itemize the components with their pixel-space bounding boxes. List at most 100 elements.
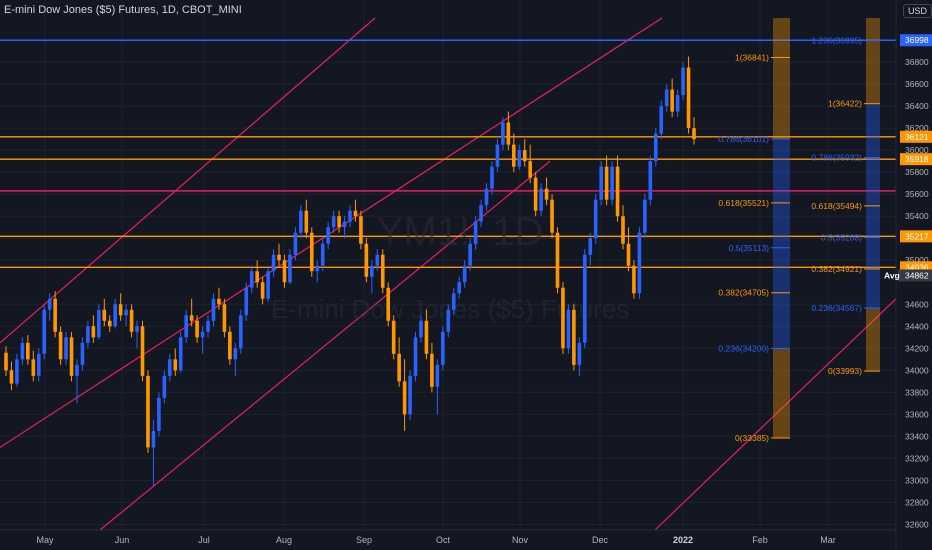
candle-body bbox=[162, 375, 167, 398]
candle-body bbox=[621, 216, 625, 244]
candle-body bbox=[91, 326, 96, 338]
candle-body bbox=[271, 254, 276, 272]
candle-body bbox=[178, 337, 183, 371]
price-label: 36121 bbox=[905, 132, 929, 142]
candle-body bbox=[468, 243, 472, 266]
x-tick-label: Nov bbox=[512, 535, 529, 545]
candle-body bbox=[364, 243, 369, 277]
candle-body bbox=[566, 309, 571, 349]
fib-label: 0(33993) bbox=[828, 366, 862, 376]
currency-button[interactable]: USD bbox=[903, 4, 932, 18]
candle-body bbox=[539, 188, 543, 211]
candle-body bbox=[380, 254, 385, 288]
x-tick-label: Aug bbox=[276, 535, 292, 545]
fib-label: 1.236(36995) bbox=[811, 36, 862, 46]
candle-body bbox=[249, 271, 254, 288]
candle-body bbox=[293, 232, 298, 255]
candle-body bbox=[64, 337, 68, 360]
candle-body bbox=[664, 89, 669, 107]
candle-body bbox=[9, 370, 14, 384]
channel-line-upper bbox=[0, 17, 376, 344]
candle-body bbox=[217, 298, 221, 305]
fib-label: 0(33385) bbox=[735, 433, 769, 443]
price-axis[interactable]: 32600 32800 33000 33200 33400 33600 33800 34000… bbox=[884, 0, 932, 550]
candle-body bbox=[151, 430, 156, 448]
candle-body bbox=[462, 265, 467, 283]
candle-body bbox=[522, 150, 527, 162]
candle-body bbox=[135, 326, 139, 332]
candle-body bbox=[692, 128, 696, 140]
candle-body bbox=[653, 133, 658, 162]
price-label-bg bbox=[900, 153, 932, 166]
candle-body bbox=[222, 304, 227, 332]
candle-body bbox=[473, 221, 478, 244]
chart-title: E-mini Dow Jones ($5) Futures, 1D, CBOT_… bbox=[4, 4, 242, 16]
y-tick-label: 33600 bbox=[905, 409, 929, 419]
x-tick-label: Sep bbox=[356, 535, 372, 545]
candle-body bbox=[359, 216, 363, 244]
price-label-bg bbox=[900, 130, 932, 143]
y-tick-label: 34600 bbox=[905, 299, 929, 309]
candle-body bbox=[31, 359, 36, 376]
candle-body bbox=[58, 331, 63, 360]
fib-level-labels: 1(36841) 0.786(36101) 0.618(35521) 0.5(3511… bbox=[718, 36, 880, 443]
candle-body bbox=[337, 216, 341, 228]
candle-body bbox=[146, 375, 150, 448]
candle-body bbox=[501, 122, 505, 145]
candle-body bbox=[102, 309, 107, 321]
candle-body bbox=[200, 331, 205, 338]
time-axis[interactable]: May Jun Jul Aug Sep Oct Nov Dec 2022 Feb Mar bbox=[0, 529, 896, 545]
candle-body bbox=[353, 210, 358, 217]
candle-body bbox=[140, 326, 145, 376]
candle-body bbox=[435, 364, 440, 387]
candle-body bbox=[244, 287, 249, 316]
candle-body bbox=[441, 331, 445, 365]
candle-body bbox=[391, 320, 396, 354]
price-label: 34936 bbox=[905, 262, 929, 272]
y-tick-label: 33800 bbox=[905, 387, 929, 397]
y-tick-label: 32600 bbox=[905, 519, 929, 529]
candle-body bbox=[266, 271, 270, 299]
candle-body bbox=[413, 337, 418, 376]
candle-body bbox=[446, 309, 451, 332]
fib-label: 0.382(34921) bbox=[811, 264, 862, 274]
candle-body bbox=[20, 342, 25, 360]
x-tick-label: Dec bbox=[592, 535, 609, 545]
candle-body bbox=[129, 309, 134, 332]
candle-body bbox=[457, 282, 462, 294]
candle-body bbox=[402, 381, 407, 415]
candle-body bbox=[26, 342, 30, 360]
candle-body bbox=[309, 232, 314, 272]
x-tick-label: 2022 bbox=[673, 535, 693, 545]
y-tick-label: 36400 bbox=[905, 101, 929, 111]
candle-body bbox=[315, 265, 320, 272]
candle-body bbox=[593, 199, 598, 239]
candle-body bbox=[517, 150, 522, 167]
candle-body bbox=[451, 293, 456, 310]
price-label: 35918 bbox=[905, 154, 929, 164]
price-label: 34862 bbox=[905, 270, 929, 280]
candle-body bbox=[348, 210, 352, 222]
candle-body bbox=[675, 95, 680, 112]
y-tick-label: 35000 bbox=[905, 255, 929, 265]
candle-body bbox=[495, 144, 500, 167]
candle-body bbox=[528, 161, 532, 178]
candlestick-series bbox=[4, 56, 696, 486]
fib-label: 0.5(35208) bbox=[821, 232, 862, 242]
candle-body bbox=[484, 188, 489, 206]
candle-body bbox=[69, 337, 74, 376]
candle-body bbox=[419, 320, 423, 338]
fib-label: 0.786(36101) bbox=[718, 134, 769, 144]
fib2-box-upper bbox=[866, 18, 880, 104]
candle-body bbox=[512, 144, 516, 167]
candle-body bbox=[189, 315, 194, 321]
candle-body bbox=[626, 243, 631, 266]
candle-body bbox=[80, 342, 85, 365]
candle-body bbox=[506, 122, 511, 145]
fib-box-upper bbox=[773, 18, 790, 140]
avg-label: Avg bbox=[884, 270, 900, 280]
candle-body bbox=[288, 254, 292, 283]
candle-body bbox=[47, 298, 52, 310]
fib-label: 0.236(34200) bbox=[718, 343, 769, 353]
